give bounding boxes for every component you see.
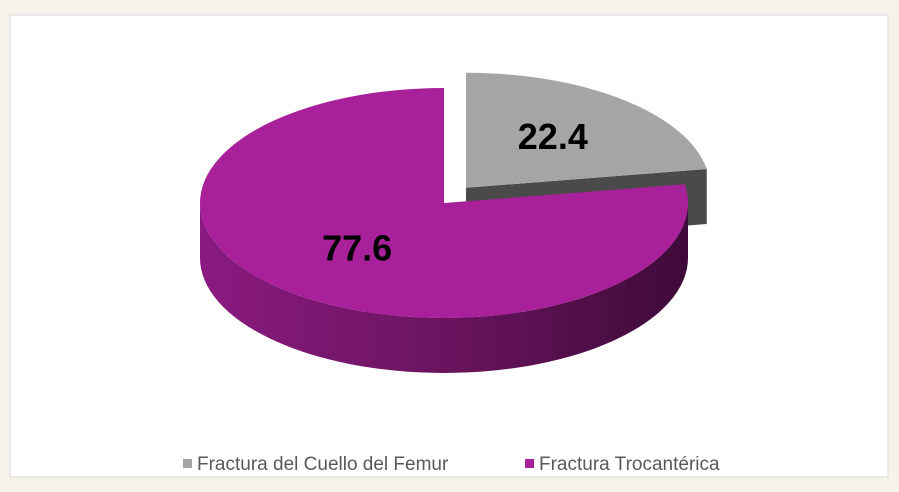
- data-label: 77.6: [322, 228, 392, 269]
- slice-side: [200, 203, 688, 373]
- pie-slice: [199, 88, 688, 318]
- legend-label: Fractura del Cuello del Femur: [197, 454, 449, 475]
- legend-swatch: [183, 459, 192, 468]
- legend-label: Fractura Trocantérica: [539, 454, 720, 475]
- legend-swatch: [525, 459, 534, 468]
- pie-slice: [465, 72, 707, 188]
- data-label: 22.4: [518, 116, 588, 157]
